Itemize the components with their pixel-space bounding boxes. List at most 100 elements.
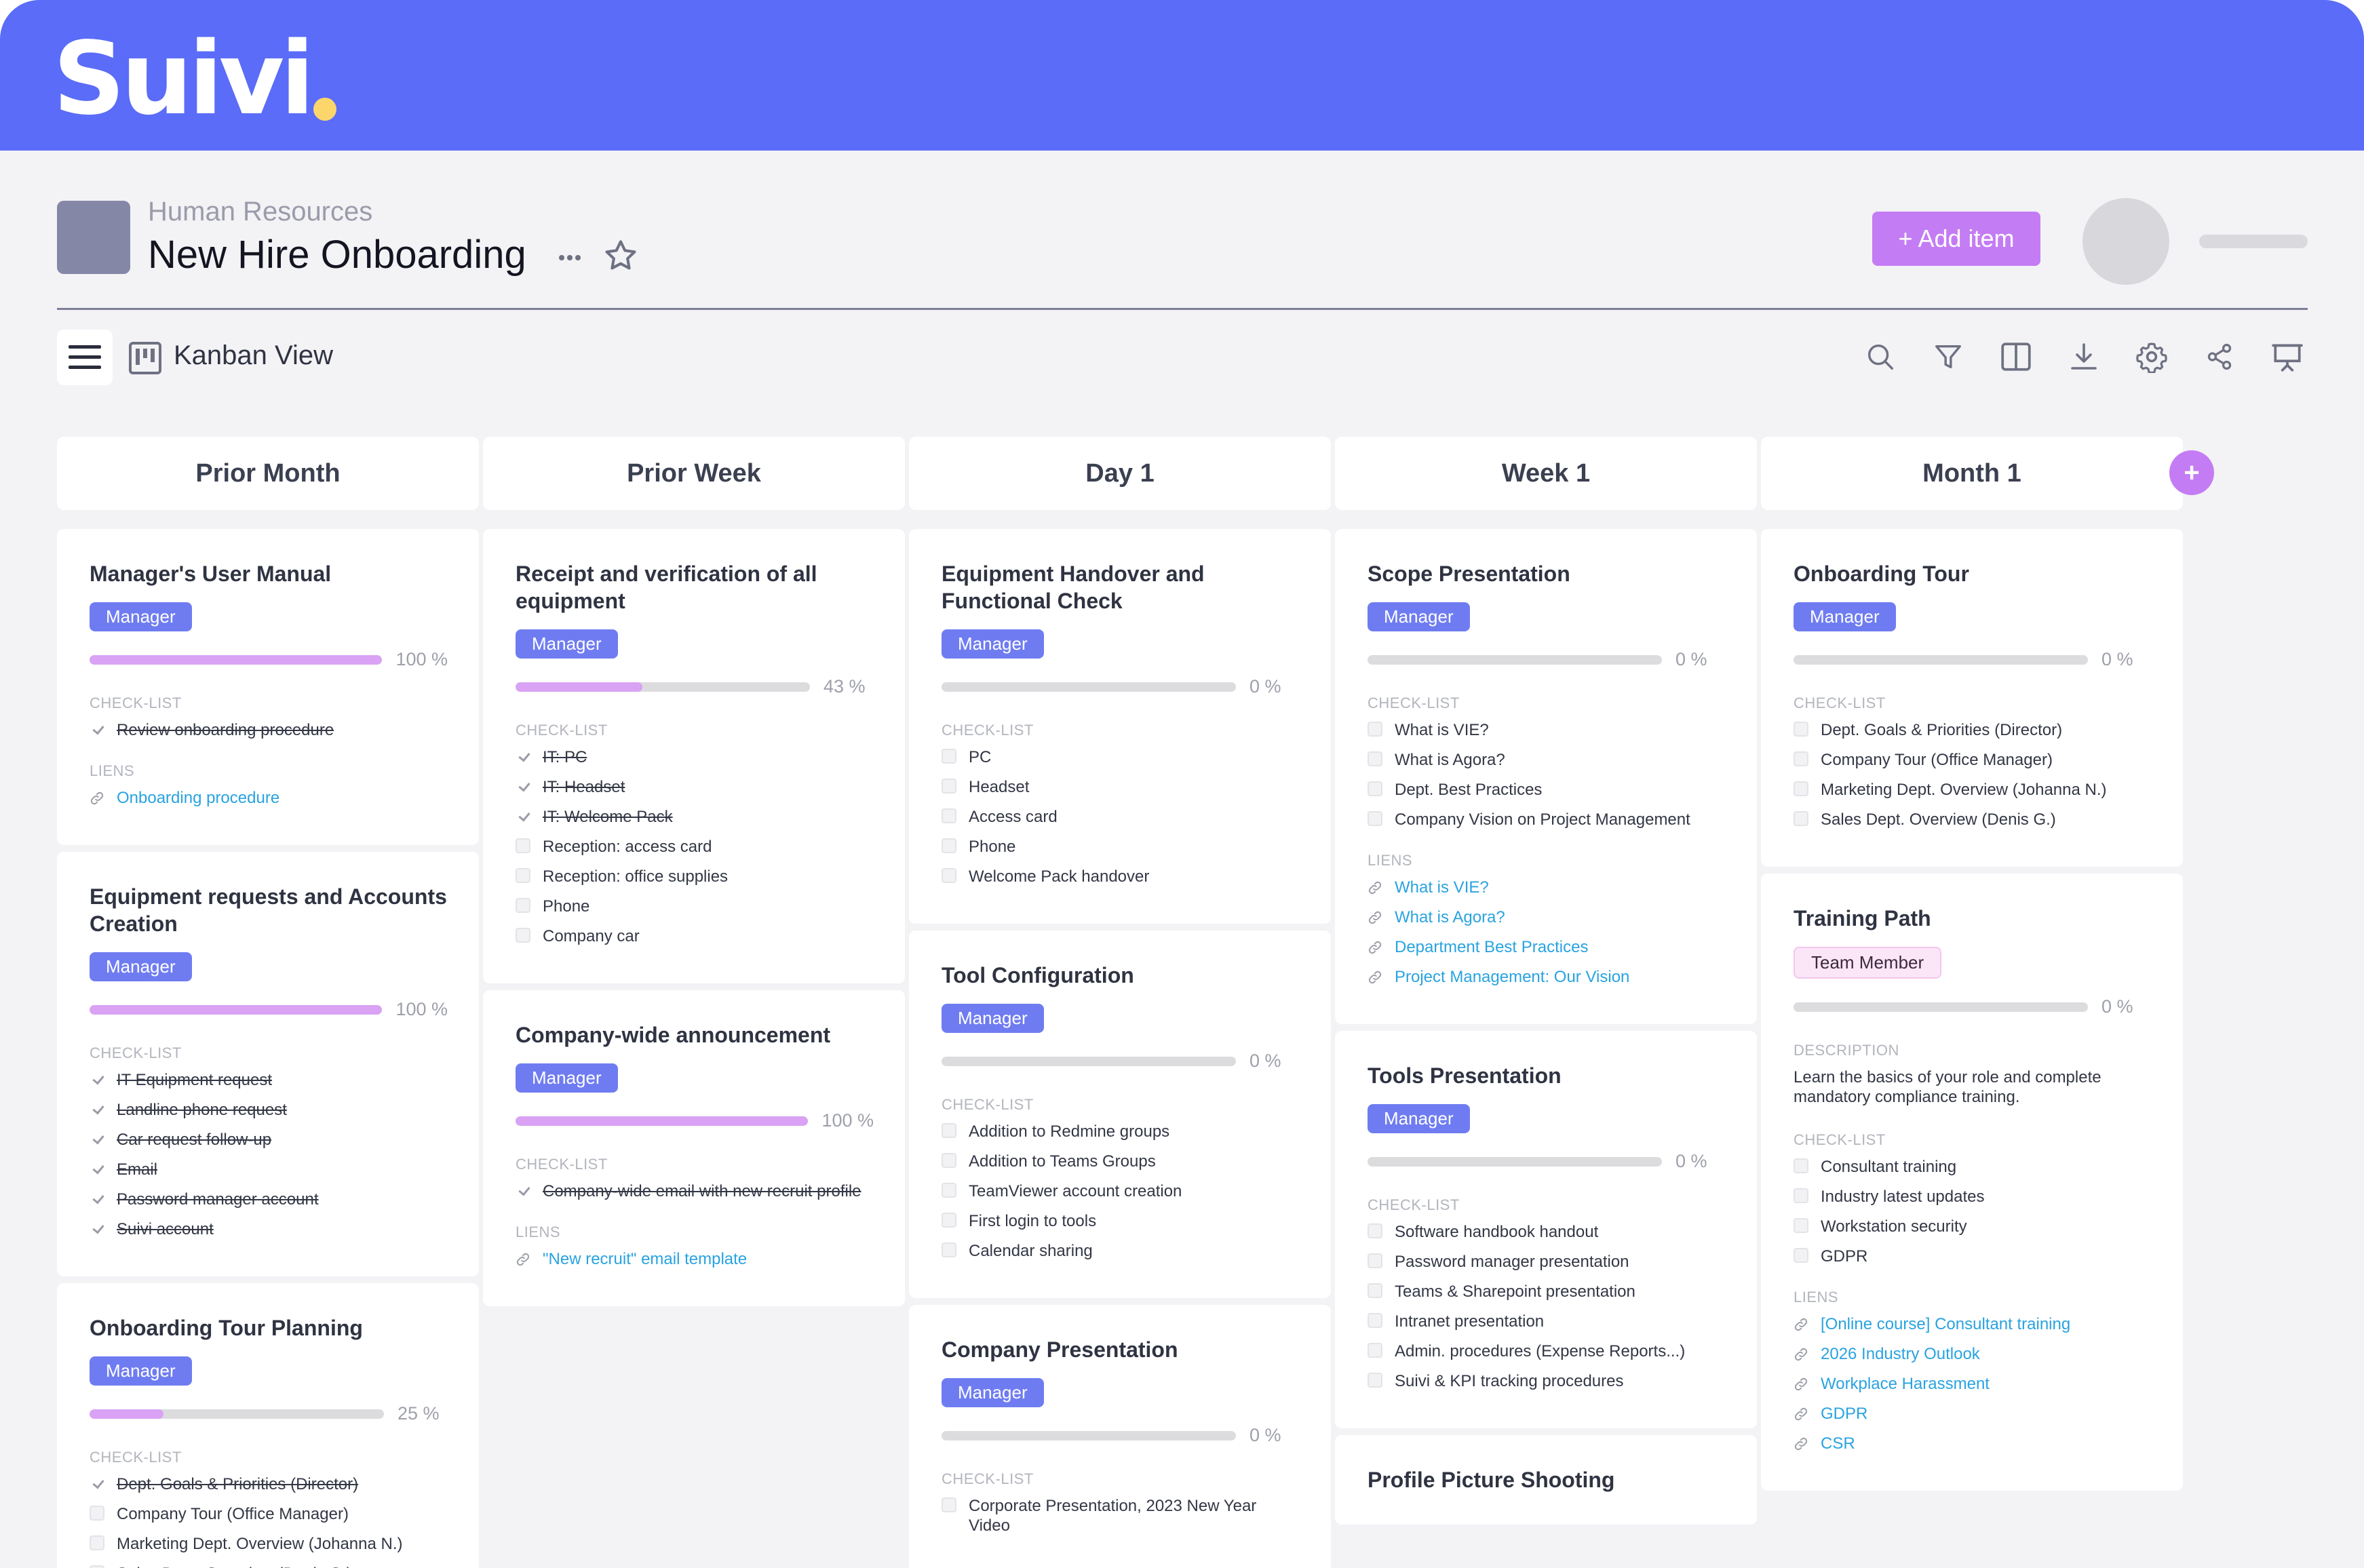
card-link[interactable]: CSR [1794,1434,2152,1453]
checkbox[interactable] [942,1242,956,1257]
checkbox[interactable] [90,1072,104,1086]
task-card[interactable]: Tool Configuration Manager 0 % CHECK-LIST Ad… [909,930,1331,1298]
checkbox[interactable] [1794,751,1808,766]
star-favorite-icon[interactable] [602,237,639,274]
checkbox[interactable] [1794,1188,1808,1203]
card-title[interactable]: Tool Configuration [942,963,1134,987]
checkbox[interactable] [90,1191,104,1206]
column-header-week-1[interactable]: Week 1 [1335,437,1757,510]
card-title[interactable]: Training Path [1794,906,1931,930]
checklist-item[interactable]: Company Tour (Office Manager) [90,1504,448,1524]
column-header-month-1[interactable]: Month 1 [1761,437,2183,510]
checklist-item[interactable]: Password manager account [90,1190,448,1209]
checklist-item[interactable]: Marketing Dept. Overview (Johanna N.) [90,1534,448,1554]
checkbox[interactable] [516,779,530,793]
checklist-item[interactable]: Access card [942,807,1300,827]
checklist-item[interactable]: Car request follow-up [90,1130,448,1150]
checkbox[interactable] [1368,1343,1382,1358]
task-card[interactable]: Equipment Handover and Functional Check M… [909,529,1331,924]
task-card[interactable]: Receipt and verification of all equipmen… [483,529,905,983]
checkbox[interactable] [90,1535,104,1550]
checkbox[interactable] [90,722,104,737]
card-link[interactable]: Project Management: Our Vision [1368,967,1726,987]
checkbox[interactable] [1794,1248,1808,1263]
checkbox[interactable] [1794,1218,1808,1233]
checklist-item[interactable]: Company Vision on Project Management [1368,810,1726,829]
checklist-item[interactable]: Admin. procedures (Expense Reports...) [1368,1341,1726,1361]
checklist-item[interactable]: Reception: access card [516,837,874,857]
checklist-item[interactable]: What is Agora? [1368,750,1726,770]
checkbox[interactable] [942,868,956,883]
checkbox[interactable] [942,808,956,823]
checkbox[interactable] [516,749,530,764]
checkbox[interactable] [1368,1253,1382,1268]
card-link[interactable]: What is Agora? [1368,907,1726,927]
checklist-item[interactable]: Teams & Sharepoint presentation [1368,1282,1726,1301]
task-card[interactable]: Training Path Team Member 0 % DESCRIPTION Le… [1761,874,2183,1491]
user-avatar[interactable] [2082,198,2169,285]
checklist-item[interactable]: Industry latest updates [1794,1187,2152,1207]
card-link-text[interactable]: Workplace Harassment [1821,1375,1990,1393]
checklist-item[interactable]: TeamViewer account creation [942,1181,1300,1201]
checkbox[interactable] [1368,811,1382,826]
checklist-item[interactable]: Reception: office supplies [516,867,874,886]
checkbox[interactable] [1368,781,1382,796]
checkbox[interactable] [516,898,530,913]
checklist-item[interactable]: Company Tour (Office Manager) [1794,750,2152,770]
card-link-text[interactable]: What is Agora? [1395,908,1505,926]
card-link-text[interactable]: 2026 Industry Outlook [1821,1345,1980,1363]
settings-button[interactable] [2131,336,2172,377]
checkbox[interactable] [1794,811,1808,826]
checkbox[interactable] [90,1565,104,1568]
checklist-item[interactable]: Password manager presentation [1368,1252,1726,1272]
checklist-item[interactable]: Suivi account [90,1219,448,1239]
checkbox[interactable] [90,1506,104,1521]
task-card[interactable]: Onboarding Tour Planning Manager 25 % CHECK… [57,1283,479,1568]
view-switcher-label[interactable]: Kanban View [174,340,333,370]
checkbox[interactable] [1794,722,1808,737]
download-button[interactable] [2063,336,2104,377]
columns-button[interactable] [1996,336,2036,377]
card-link-text[interactable]: What is VIE? [1395,878,1489,897]
checklist-item[interactable]: Calendar sharing [942,1241,1300,1261]
checklist-item[interactable]: Suivi & KPI tracking procedures [1368,1371,1726,1391]
card-link[interactable]: Workplace Harassment [1794,1374,2152,1394]
checklist-item[interactable]: Company car [516,926,874,946]
checklist-item[interactable]: IT: Welcome Pack [516,807,874,827]
column-header-day-1[interactable]: Day 1 [909,437,1331,510]
checkbox[interactable] [1368,751,1382,766]
card-link-text[interactable]: GDPR [1821,1405,1868,1423]
checkbox[interactable] [942,779,956,793]
checklist-item[interactable]: IT Equipment request [90,1070,448,1090]
checkbox[interactable] [90,1101,104,1116]
card-link[interactable]: 2026 Industry Outlook [1794,1344,2152,1364]
checklist-item[interactable]: PC [942,747,1300,767]
task-card[interactable]: Scope Presentation Manager 0 % CHECK-LIST Wh… [1335,529,1757,1024]
checklist-item[interactable]: Company-wide email with new recruit prof… [516,1181,874,1201]
checklist-item[interactable]: IT: Headset [516,777,874,797]
task-card[interactable]: Tools Presentation Manager 0 % CHECK-LIST So… [1335,1031,1757,1428]
checkbox[interactable] [1368,1283,1382,1298]
checkbox[interactable] [942,1183,956,1198]
checklist-item[interactable]: Addition to Redmine groups [942,1122,1300,1141]
checklist-item[interactable]: Addition to Teams Groups [942,1152,1300,1171]
checklist-item[interactable]: Headset [942,777,1300,797]
checkbox[interactable] [516,928,530,943]
checkbox[interactable] [1368,1223,1382,1238]
checklist-item[interactable]: Software handbook handout [1368,1222,1726,1242]
checklist-item[interactable]: Marketing Dept. Overview (Johanna N.) [1794,780,2152,800]
checklist-item[interactable]: Sales Dept. Overview (Denis G.) [1794,810,2152,829]
presentation-button[interactable] [2267,336,2308,377]
checkbox[interactable] [1794,781,1808,796]
task-card[interactable]: Company Presentation Manager 0 % CHECK-LIST… [909,1305,1331,1568]
card-link-text[interactable]: Department Best Practices [1395,938,1589,956]
card-link-text[interactable]: CSR [1821,1434,1855,1453]
card-title[interactable]: Scope Presentation [1368,562,1570,586]
checkbox[interactable] [942,749,956,764]
checklist-item[interactable]: Dept. Best Practices [1368,780,1726,800]
card-link-text[interactable]: [Online course] Consultant training [1821,1315,2071,1333]
card-title[interactable]: Onboarding Tour [1794,562,1969,586]
card-link-text[interactable]: "New recruit" email template [543,1250,748,1268]
checkbox[interactable] [1368,722,1382,737]
card-title[interactable]: Profile Picture Shooting [1368,1468,1615,1492]
